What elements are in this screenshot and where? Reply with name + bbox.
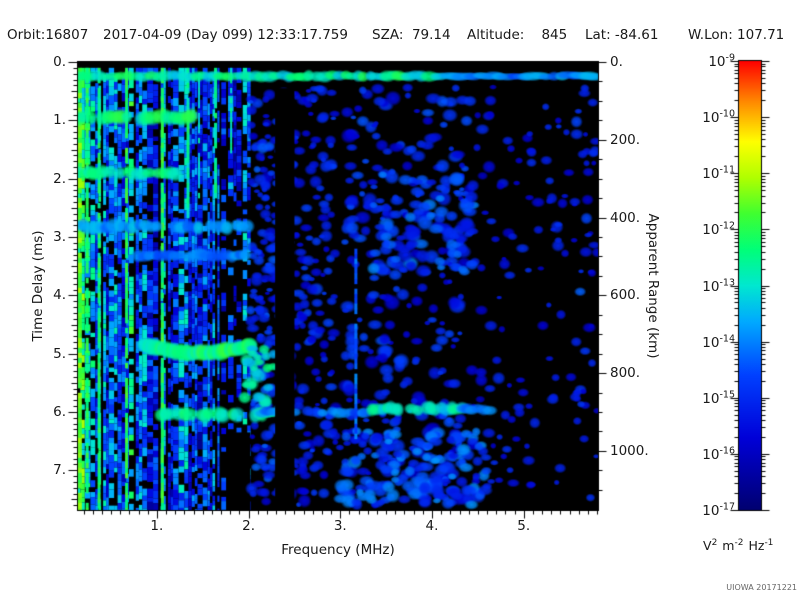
y-right-tick-label: 0. <box>610 54 623 70</box>
colorbar-tick-label: 10-14 <box>702 332 735 351</box>
x-tick-label: 1. <box>150 518 164 534</box>
colorbar-units-label: V2 m-2 Hz-1 <box>703 538 774 554</box>
colorbar-tick-label: 10-15 <box>702 389 735 407</box>
y-left-tick-label: 5. <box>53 345 66 362</box>
y-axis-label-apparent-range: Apparent Range (km) <box>645 213 661 359</box>
colorbar-tick-label: 10-11 <box>702 164 735 183</box>
y-left-tick-label: 1. <box>53 112 66 129</box>
y-right-tick-label: 1000. <box>610 442 649 459</box>
x-tick-label: 4. <box>425 518 439 534</box>
colorbar-tick-label: 10-16 <box>702 445 735 463</box>
y-left-tick-label: 3. <box>53 229 66 245</box>
y-right-tick-label: 400. <box>610 209 641 226</box>
y-left-tick-label: 4. <box>53 287 66 304</box>
y-left-tick-label: 0. <box>53 54 66 70</box>
x-tick-label: 2. <box>242 518 256 534</box>
y-right-tick-label: 200. <box>610 131 641 148</box>
credit-footer: UIOWA 20171221 <box>726 583 797 592</box>
y-left-tick-label: 6. <box>53 404 66 420</box>
y-axis-label-time-delay: Time Delay (ms) <box>30 230 46 342</box>
colorbar-tick-label: 10-10 <box>702 108 735 126</box>
x-tick-label: 3. <box>333 518 347 534</box>
x-tick-label: 5. <box>517 518 531 534</box>
colorbar-tick-label: 10-17 <box>702 501 735 519</box>
colorbar-tick-label: 10-9 <box>708 52 735 70</box>
y-left-tick-label: 2. <box>53 170 66 187</box>
x-axis-label-frequency: Frequency (MHz) <box>281 542 395 558</box>
colorbar-tick-label: 10-12 <box>702 220 735 239</box>
y-left-tick-label: 7. <box>53 462 66 479</box>
y-right-tick-label: 800. <box>610 365 641 382</box>
y-right-tick-label: 600. <box>610 287 641 304</box>
colorbar-tick-label: 10-13 <box>702 276 735 295</box>
